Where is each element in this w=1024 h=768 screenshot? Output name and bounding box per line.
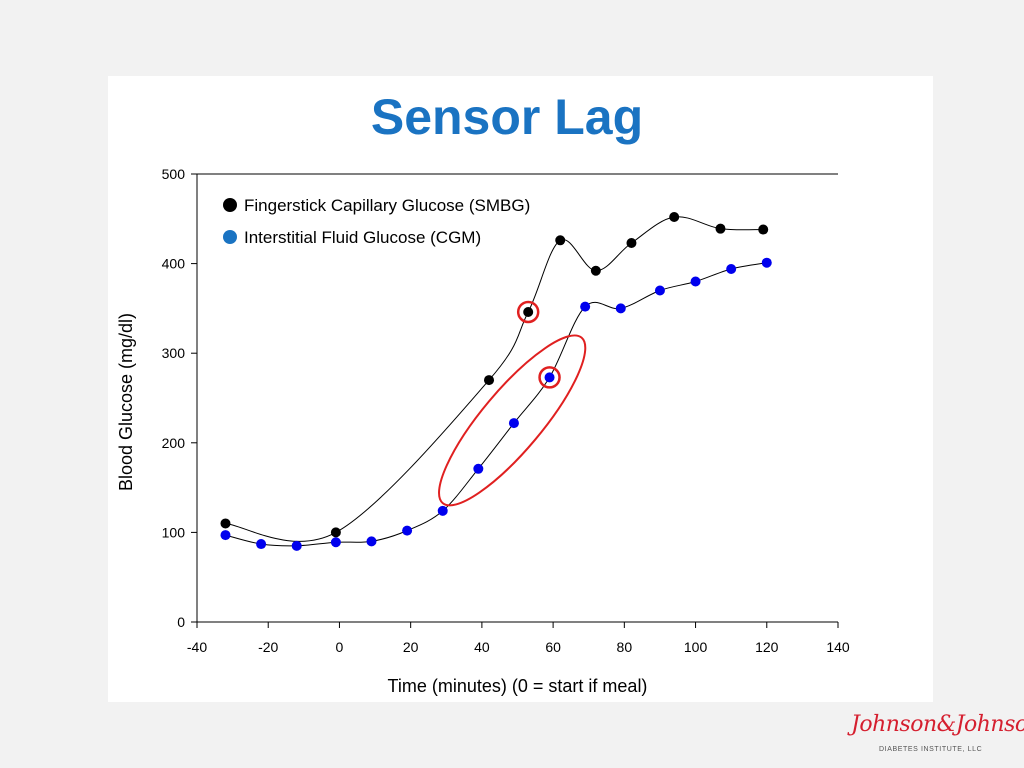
x-tick-label: -20 bbox=[258, 639, 278, 655]
cgm-data-point bbox=[761, 257, 772, 268]
x-tick-label: -40 bbox=[187, 639, 207, 655]
cgm-data-point bbox=[366, 536, 377, 547]
cgm-data-point bbox=[291, 540, 302, 551]
y-tick-label: 0 bbox=[177, 614, 185, 630]
logo-subtitle: DIABETES INSTITUTE, LLC bbox=[879, 746, 983, 753]
x-tick-label: 140 bbox=[826, 639, 850, 655]
smbg-data-point bbox=[590, 265, 601, 276]
x-tick-label: 0 bbox=[336, 639, 344, 655]
smbg-data-point bbox=[523, 306, 534, 317]
y-tick-label: 400 bbox=[162, 256, 186, 272]
smbg-series-line bbox=[225, 216, 764, 542]
x-tick-label: 60 bbox=[545, 639, 561, 655]
x-tick-label: 80 bbox=[617, 639, 633, 655]
cgm-data-point bbox=[330, 537, 341, 548]
x-tick-label: 100 bbox=[684, 639, 708, 655]
cgm-data-point bbox=[508, 418, 519, 429]
company-logo: Johnson&Johnson DIABETES INSTITUTE, LLC bbox=[845, 712, 1024, 762]
y-tick-label: 100 bbox=[162, 524, 186, 540]
cgm-data-point bbox=[654, 285, 665, 296]
cgm-data-point bbox=[220, 530, 231, 541]
x-tick-label: 20 bbox=[403, 639, 419, 655]
x-tick-label: 40 bbox=[474, 639, 490, 655]
legend-label: Interstitial Fluid Glucose (CGM) bbox=[244, 228, 481, 247]
x-tick-label: 120 bbox=[755, 639, 779, 655]
y-axis-label: Blood Glucose (mg/dl) bbox=[116, 313, 136, 491]
smbg-data-point bbox=[715, 223, 726, 234]
smbg-data-point bbox=[330, 527, 341, 538]
highlight-circle bbox=[538, 366, 561, 389]
cgm-data-point bbox=[615, 303, 626, 314]
cgm-data-point bbox=[690, 276, 701, 287]
cgm-data-point bbox=[473, 463, 484, 474]
cgm-data-point bbox=[437, 505, 448, 516]
highlight-ellipse bbox=[438, 334, 587, 507]
smbg-data-point bbox=[220, 518, 231, 529]
smbg-data-point bbox=[484, 375, 495, 386]
y-tick-label: 300 bbox=[162, 345, 186, 361]
y-tick-label: 500 bbox=[162, 166, 186, 182]
y-tick-label: 200 bbox=[162, 435, 186, 451]
cgm-data-point bbox=[544, 372, 555, 383]
cgm-data-point bbox=[580, 301, 591, 312]
legend-marker bbox=[223, 230, 237, 244]
logo-wordmark: Johnson&Johnson bbox=[851, 712, 1024, 737]
x-axis-label: Time (minutes) (0 = start if meal) bbox=[388, 676, 648, 696]
smbg-data-point bbox=[758, 224, 769, 235]
smbg-data-point bbox=[669, 212, 680, 223]
slide-title: Sensor Lag bbox=[370, 89, 644, 145]
cgm-data-point bbox=[726, 263, 737, 274]
slide-panel bbox=[108, 76, 933, 702]
legend-marker bbox=[223, 198, 237, 212]
cgm-data-point bbox=[402, 525, 413, 536]
legend-label: Fingerstick Capillary Glucose (SMBG) bbox=[244, 196, 530, 215]
smbg-data-point bbox=[626, 237, 637, 248]
cgm-series-line bbox=[225, 262, 767, 547]
highlight-circle bbox=[516, 300, 540, 324]
cgm-data-point bbox=[256, 539, 267, 550]
smbg-data-point bbox=[555, 235, 566, 246]
